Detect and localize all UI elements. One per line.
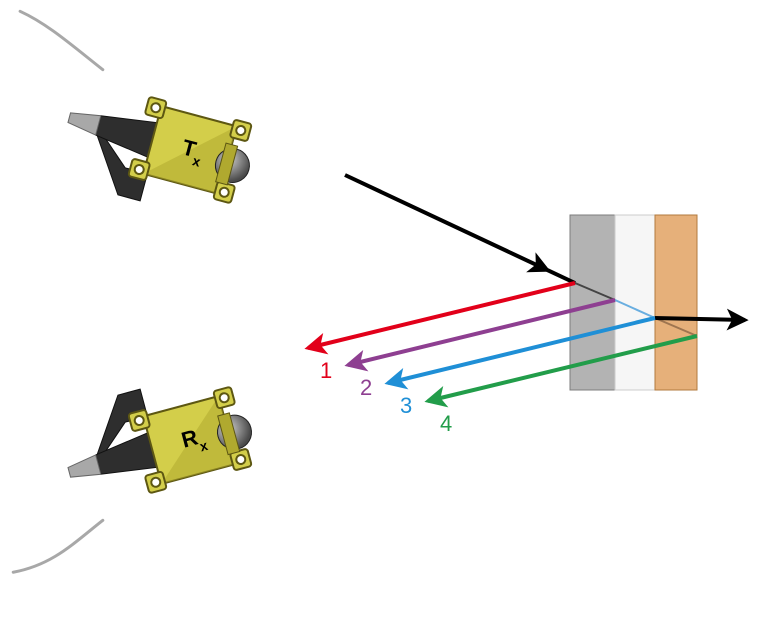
sensor-rx: Rx [0,364,271,573]
transmitted-ray [655,318,745,320]
reflection-label-1: 1 [320,358,332,383]
reflected-ray-1 [308,283,575,348]
diagram-canvas: 1 2 3 4 Tx Rx [0,0,782,619]
reflection-label-3: 3 [400,393,412,418]
incident-ray [345,175,547,270]
reflection-label-4: 4 [440,411,452,436]
reflection-label-2: 2 [360,375,372,400]
sensor-tx: Tx [0,11,273,226]
